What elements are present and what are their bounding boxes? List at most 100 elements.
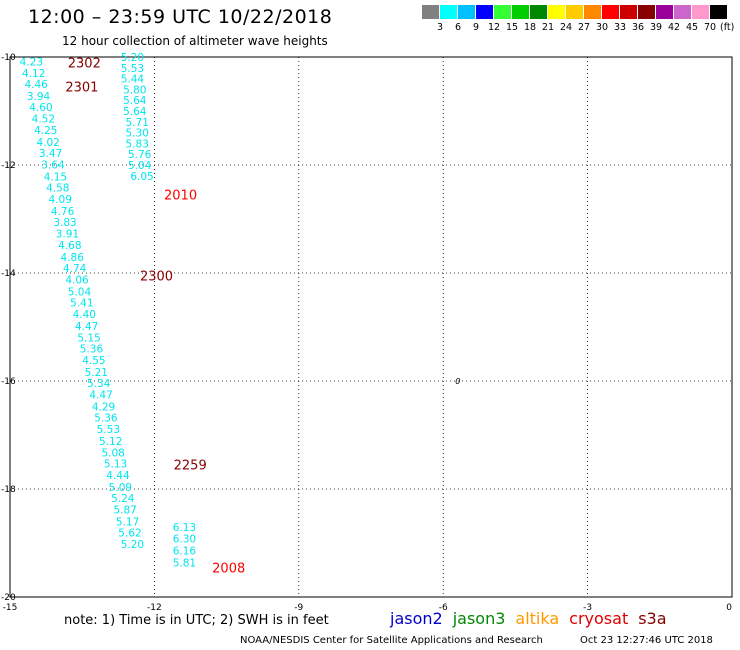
swh-value: 6.16 [173, 546, 197, 558]
x-tick-label: -15 [3, 603, 18, 613]
satellite-cryosat: cryosat [569, 609, 629, 628]
legend-label: 27 [577, 22, 591, 33]
legend-label: 21 [541, 22, 555, 33]
map-subtitle: 12 hour collection of altimeter wave hei… [62, 34, 328, 48]
legend-swatch [440, 5, 458, 19]
pass-time-label: 2010 [164, 189, 197, 204]
swh-value: 4.46 [24, 79, 48, 91]
pass-time-labels: 2302 2301 2010 2300 2259 2008 0 [65, 56, 460, 576]
legend-unit: (ft) [720, 22, 735, 33]
x-tick-label: 0 [726, 603, 732, 613]
legend-label: 30 [595, 22, 609, 33]
swh-value: 5.64 [123, 95, 147, 107]
legend-label: 24 [559, 22, 573, 33]
pass-time-label: 2259 [174, 459, 207, 474]
map-grid [9, 56, 733, 598]
y-tick-label: -14 [1, 269, 16, 279]
legend-swatch [548, 5, 566, 19]
y-tick-label: -18 [1, 485, 16, 495]
x-tick-label: -9 [294, 603, 303, 613]
swh-value: 3.47 [39, 148, 62, 160]
swh-value: 4.02 [36, 137, 59, 149]
legend-label: 70 [703, 22, 717, 33]
footer-note: note: 1) Time is in UTC; 2) SWH is in fe… [64, 613, 329, 628]
legend-swatch [494, 5, 512, 19]
swh-value: 5.17 [116, 516, 139, 528]
legend-swatch [458, 5, 476, 19]
swh-value: 5.30 [126, 128, 149, 140]
legend-swatch [638, 5, 656, 19]
swh-value: 6.13 [173, 522, 196, 534]
legend-swatch [476, 5, 494, 19]
credit-text: NOAA/NESDIS Center for Satellite Applica… [240, 635, 543, 646]
swh-value: 3.91 [56, 229, 79, 241]
legend-label: 33 [613, 22, 627, 33]
legend-label: 18 [523, 22, 537, 33]
legend-label: 12 [487, 22, 501, 33]
swh-value: 5.21 [85, 367, 108, 379]
x-tick-label: -3 [583, 603, 592, 613]
observation-labels: 4.234.124.463.944.604.524.254.023.473.64… [20, 52, 197, 569]
swh-value: 4.29 [92, 401, 115, 413]
swh-value: 5.53 [97, 424, 120, 436]
swh-value: 4.15 [44, 171, 67, 183]
swh-value: 4.44 [106, 470, 130, 482]
swh-value: 5.09 [109, 482, 132, 494]
swh-value: 5.34 [87, 378, 111, 390]
swh-value: 6.05 [130, 171, 153, 183]
swh-value: 5.36 [94, 413, 118, 425]
swh-value: 5.12 [99, 436, 122, 448]
swh-value: 3.94 [27, 91, 51, 103]
pass-time-label: 2008 [212, 561, 245, 576]
swh-value: 5.20 [121, 539, 144, 551]
swh-value: 4.60 [29, 102, 52, 114]
swh-value: 5.20 [121, 52, 144, 64]
swh-value: 4.12 [22, 68, 45, 80]
legend-swatch [692, 5, 710, 19]
swh-value: 4.47 [89, 390, 112, 402]
swh-value: 5.15 [77, 332, 100, 344]
swh-value: 5.81 [173, 557, 196, 569]
swh-value: 4.23 [20, 56, 43, 68]
satellite-jason2: jason2 [390, 609, 443, 628]
swh-value: 4.55 [82, 355, 105, 367]
x-tick-label: -6 [439, 603, 448, 613]
swh-value: 5.04 [128, 160, 152, 172]
legend-swatch [566, 5, 584, 19]
swh-value: 5.80 [123, 84, 146, 96]
swh-value: 4.68 [58, 240, 81, 252]
swh-value: 5.08 [101, 447, 124, 459]
swh-value: 3.64 [41, 159, 65, 171]
legend-swatch [620, 5, 638, 19]
swh-value: 4.47 [75, 321, 98, 333]
timestamp-text: Oct 23 12:27:46 UTC 2018 [580, 635, 713, 646]
swh-value: 5.36 [80, 344, 104, 356]
swh-value: 5.04 [68, 286, 92, 298]
swh-value: 5.13 [104, 459, 127, 471]
swh-value: 5.44 [121, 74, 145, 86]
swh-value: 5.87 [113, 505, 136, 517]
swh-value: 6.30 [173, 534, 196, 546]
satellite-legend: jason2 jason3 altika cryosat s3a [390, 609, 677, 628]
legend-swatch [602, 5, 620, 19]
swh-value: 5.83 [126, 138, 149, 150]
swh-value: 4.74 [63, 263, 87, 275]
swh-value: 5.62 [118, 528, 141, 540]
swh-value: 3.83 [53, 217, 76, 229]
swh-value: 5.64 [123, 106, 147, 118]
legend-label: 39 [649, 22, 663, 33]
y-tick-label: -12 [1, 161, 16, 171]
legend-label: 36 [631, 22, 645, 33]
satellite-altika: altika [515, 609, 560, 628]
y-tick-label: -16 [1, 377, 16, 387]
pass-time-label: 2302 [68, 56, 101, 71]
swh-value: 4.52 [32, 114, 55, 126]
swh-value: 4.86 [61, 252, 85, 264]
swh-value: 4.09 [49, 194, 72, 206]
legend-swatch [674, 5, 692, 19]
swh-value: 4.76 [51, 206, 75, 218]
map-title: 12:00 – 23:59 UTC 10/22/2018 [28, 6, 333, 28]
legend-label: 45 [685, 22, 699, 33]
swh-value: 4.06 [65, 274, 89, 286]
